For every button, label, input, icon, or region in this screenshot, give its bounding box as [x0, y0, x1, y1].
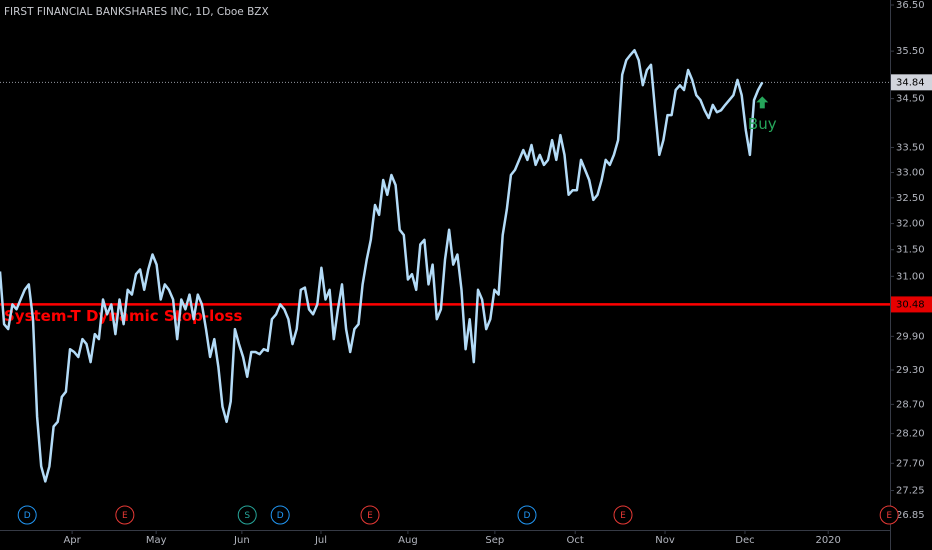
x-tick-label: Apr	[63, 535, 81, 546]
stop-loss-tag	[891, 296, 932, 313]
y-tick-label: 33.00	[896, 167, 925, 178]
x-tick-label: May	[146, 535, 167, 546]
x-tick-label: Dec	[735, 535, 754, 546]
y-tick-label: 34.50	[896, 94, 925, 105]
event-marker	[237, 505, 257, 525]
event-label: E	[886, 511, 892, 521]
event-marker	[360, 505, 380, 525]
last-price-tag	[891, 74, 932, 91]
event-marker	[17, 505, 37, 525]
x-tick-label: Oct	[567, 535, 584, 546]
y-tick-label: 27.25	[896, 486, 925, 497]
last-price-value: 34.84	[896, 77, 925, 88]
event-label: E	[367, 511, 373, 521]
event-marker	[270, 505, 290, 525]
chart-title: FIRST FINANCIAL BANKSHARES INC, 1D, Cboe…	[4, 6, 269, 18]
buy-label: Buy	[748, 115, 777, 133]
event-label: S	[244, 511, 250, 521]
price-line	[0, 48, 764, 483]
y-tick-label: 28.70	[896, 399, 925, 410]
y-tick-label: 36.50	[896, 0, 925, 11]
event-label: D	[24, 511, 31, 521]
x-tick-label: Aug	[398, 535, 418, 546]
y-tick-label: 31.00	[896, 271, 925, 282]
event-marker	[517, 505, 537, 525]
y-tick-label: 35.50	[896, 46, 925, 57]
event-marker	[115, 505, 135, 525]
x-tick-label: 2020	[815, 535, 840, 546]
buy-arrow	[756, 96, 769, 109]
x-tick-label: Nov	[655, 535, 675, 546]
event-marker	[613, 505, 633, 525]
event-label: E	[620, 511, 626, 521]
y-tick-label: 31.50	[896, 245, 925, 256]
event-label: D	[524, 511, 531, 521]
y-tick-label: 33.50	[896, 142, 925, 153]
event-marker	[879, 505, 899, 525]
y-tick-label: 27.70	[896, 458, 925, 469]
x-tick-label: Jun	[233, 535, 250, 546]
y-tick-label: 28.20	[896, 429, 925, 440]
y-tick-label: 32.50	[896, 193, 925, 204]
y-tick-label: 32.00	[896, 219, 925, 230]
y-tick-label: 26.85	[896, 510, 925, 521]
y-tick-label: 29.90	[896, 331, 925, 342]
event-label: E	[122, 511, 128, 521]
x-tick-label: Sep	[485, 535, 504, 546]
event-label: D	[277, 511, 284, 521]
y-tick-label: 29.30	[896, 365, 925, 376]
stop-loss-value: 30.48	[896, 299, 925, 310]
x-tick-label: Jul	[314, 535, 327, 546]
